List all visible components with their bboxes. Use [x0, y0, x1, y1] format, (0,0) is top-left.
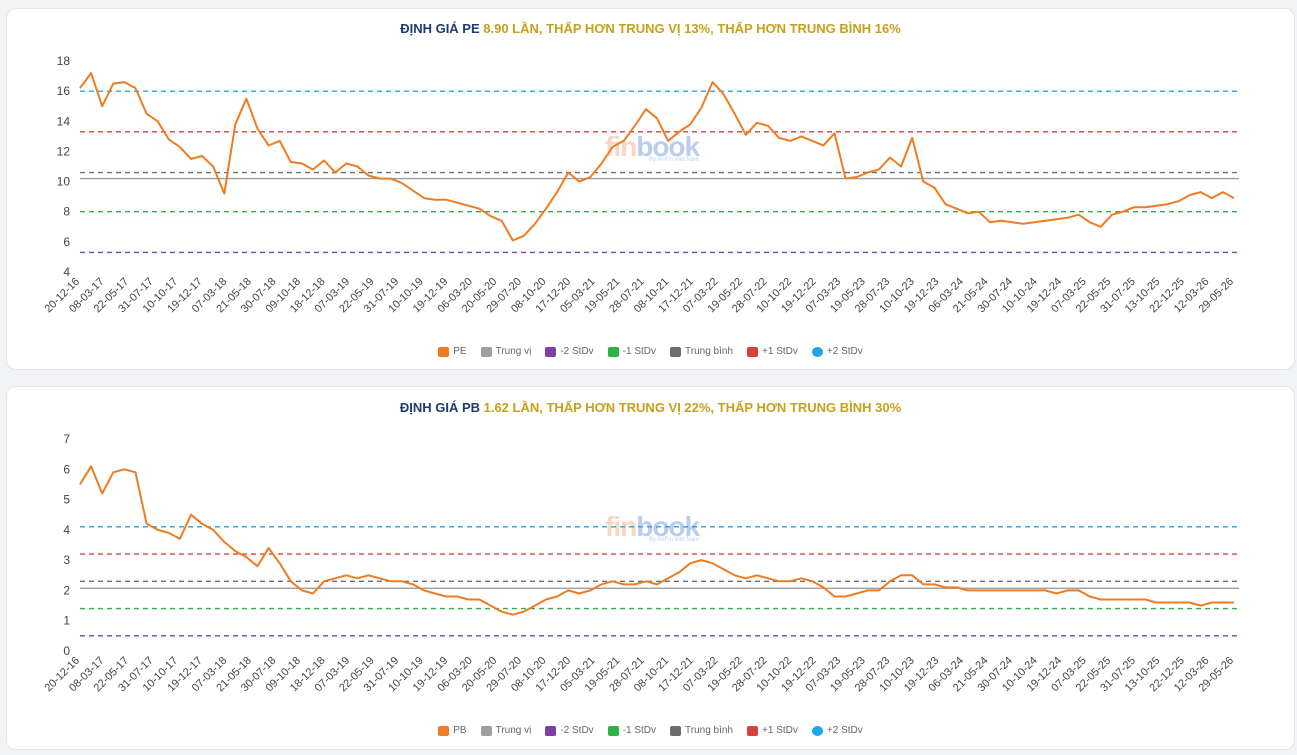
pb-series-line [79, 465, 1234, 616]
pb-title-label: ĐỊNH GIÁ PB [399, 400, 480, 415]
pb-title-detail: 1.62 LẦN, THẤP HƠN TRUNG VỊ 22%, THẤP HƠ… [480, 400, 902, 415]
legend-item-minus1[interactable]: -1 StDv [607, 346, 656, 357]
legend-item-pb[interactable]: PB [438, 725, 467, 736]
pe-title-detail: 8.90 LẦN, THẤP HƠN TRUNG VỊ 13%, THẤP HƠ… [479, 21, 901, 36]
pe-chart-title: ĐỊNH GIÁ PE 8.90 LẦN, THẤP HƠN TRUNG VỊ … [7, 21, 1294, 36]
pe-y-tick: 10 [57, 175, 71, 189]
legend-item-plus2[interactable]: +2 StDv [811, 725, 863, 736]
pb-y-tick: 7 [63, 432, 70, 446]
pb-chart-title: ĐỊNH GIÁ PB 1.62 LẦN, THẤP HƠN TRUNG VỊ … [7, 400, 1294, 415]
pe-y-tick: 16 [57, 84, 71, 98]
legend-item-median[interactable]: Trung vị [480, 346, 531, 357]
pb-y-tick: 4 [63, 523, 70, 537]
legend-item-minus2[interactable]: -2 StDv [545, 725, 594, 736]
pe-line-chart: 468101214161820-12-1608-03-1722-05-1731-… [42, 54, 1239, 315]
pb-y-tick: 2 [63, 583, 70, 597]
pe-y-tick: 8 [63, 205, 70, 219]
legend-item-mean[interactable]: Trung bình [670, 725, 733, 736]
pe-legend: PE Trung vị -2 StDv -1 StDv Trung bình +… [7, 346, 1294, 357]
legend-item-minus1[interactable]: -1 StDv [607, 725, 656, 736]
pe-title-label: ĐỊNH GIÁ PE [400, 21, 480, 36]
legend-item-plus2[interactable]: +2 StDv [811, 346, 863, 357]
pb-y-tick: 5 [63, 493, 70, 507]
legend-item-minus2[interactable]: -2 StDv [545, 346, 594, 357]
legend-item-mean[interactable]: Trung bình [670, 346, 733, 357]
pb-y-tick: 1 [63, 614, 70, 628]
pb-legend: PB Trung vị -2 StDv -1 StDv Trung bình +… [7, 725, 1294, 736]
pb-line-chart: 0123456720-12-1608-03-1722-05-1731-07-17… [42, 432, 1239, 694]
legend-item-plus1[interactable]: +1 StDv [747, 725, 798, 736]
pb-valuation-card: ĐỊNH GIÁ PB 1.62 LẦN, THẤP HƠN TRUNG VỊ … [6, 386, 1295, 750]
pe-series-line [79, 72, 1235, 242]
pe-y-tick: 18 [57, 54, 71, 68]
pe-y-tick: 4 [63, 265, 70, 279]
finbook-watermark-logo: finbook By AnFin Viet Nam [605, 131, 700, 163]
legend-item-plus1[interactable]: +1 StDv [747, 346, 798, 357]
pe-y-tick: 12 [57, 144, 71, 158]
legend-item-pe[interactable]: PE [438, 346, 467, 357]
pe-valuation-card: ĐỊNH GIÁ PE 8.90 LẦN, THẤP HƠN TRUNG VỊ … [6, 8, 1295, 370]
legend-item-median[interactable]: Trung vị [480, 725, 531, 736]
pb-y-tick: 3 [63, 553, 70, 567]
pe-y-tick: 6 [63, 235, 70, 249]
pe-y-tick: 14 [57, 114, 71, 128]
pb-y-tick: 0 [63, 644, 70, 658]
pb-y-tick: 6 [63, 462, 70, 476]
